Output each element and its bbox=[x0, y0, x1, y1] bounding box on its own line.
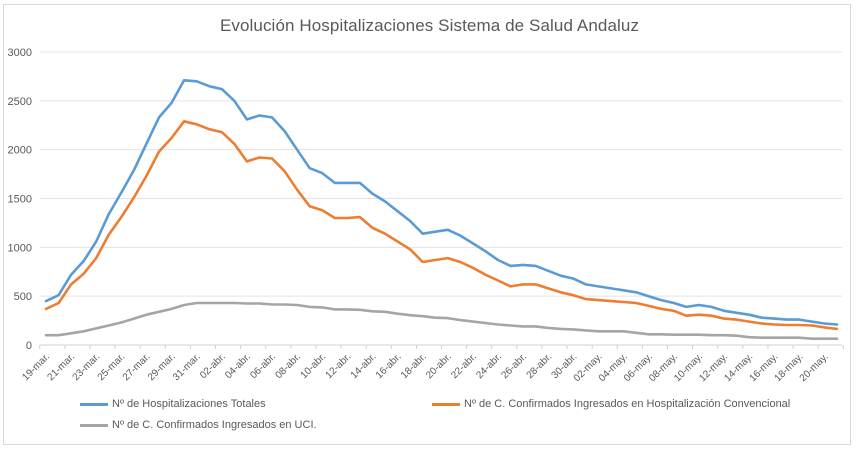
y-tick-label: 1500 bbox=[8, 194, 32, 206]
y-tick-label: 2000 bbox=[8, 145, 32, 157]
legend-swatch-orange bbox=[432, 402, 460, 406]
chart-title: Evolución Hospitalizaciones Sistema de S… bbox=[219, 16, 640, 35]
legend-item-uci: Nº de C. Confirmados Ingresados en UCI. bbox=[80, 419, 317, 431]
x-tick-label: 06-abr. bbox=[248, 351, 278, 381]
x-tick-label: 28-abr. bbox=[525, 351, 555, 381]
x-tick-label: 02-abr. bbox=[198, 351, 228, 381]
y-tick-label: 2500 bbox=[8, 96, 32, 108]
legend-item-totales: Nº de Hospitalizaciones Totales bbox=[80, 398, 266, 410]
y-tick-label: 1000 bbox=[8, 242, 32, 254]
series-line-convencional bbox=[44, 120, 839, 331]
legend-label: Nº de Hospitalizaciones Totales bbox=[112, 398, 266, 410]
y-tick-label: 3000 bbox=[8, 47, 32, 59]
x-tick-label: 16-abr. bbox=[374, 351, 404, 381]
y-tick-label: 500 bbox=[14, 291, 32, 303]
x-tick-label: 14-abr. bbox=[349, 351, 379, 381]
legend-item-convencional: Nº de C. Confirmados Ingresados en Hospi… bbox=[432, 398, 790, 410]
x-tick-label: 08-abr. bbox=[273, 351, 303, 381]
series-line-uci bbox=[44, 301, 839, 341]
chart-frame bbox=[3, 4, 851, 445]
legend-label: Nº de C. Confirmados Ingresados en UCI. bbox=[112, 419, 317, 431]
x-tick-label: 22-abr. bbox=[449, 351, 479, 381]
x-tick-label: 24-abr. bbox=[474, 351, 504, 381]
legend-swatch-gray bbox=[80, 423, 108, 427]
legend-label: Nº de C. Confirmados Ingresados en Hospi… bbox=[464, 398, 791, 410]
x-tick-label: 10-abr. bbox=[299, 351, 329, 381]
x-tick-label: 04-abr. bbox=[223, 351, 253, 381]
y-tick-label: 0 bbox=[26, 340, 32, 352]
x-tick-label: 31-mar. bbox=[171, 351, 203, 383]
x-tick-label: 26-abr. bbox=[499, 351, 529, 381]
x-tick-label: 12-abr. bbox=[324, 351, 354, 381]
series-lines bbox=[44, 79, 839, 341]
x-axis: 19-mar.21-mar.23-mar.25-mar.27-mar.29-ma… bbox=[20, 345, 844, 384]
series-line-totales bbox=[44, 79, 839, 326]
legend-swatch-blue bbox=[80, 402, 108, 406]
gridlines bbox=[40, 51, 842, 346]
x-tick-label: 20-may. bbox=[798, 351, 831, 384]
x-tick-label: 18-abr. bbox=[399, 351, 429, 381]
y-axis-ticks: 0 500 1000 1500 2000 2500 3000 bbox=[8, 47, 32, 352]
x-tick-label: 20-abr. bbox=[424, 351, 454, 381]
